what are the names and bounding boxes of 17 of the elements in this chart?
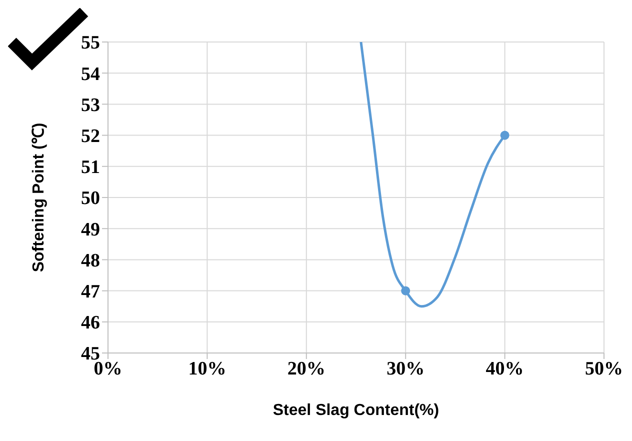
x-tick-label: 20% [287, 358, 326, 380]
x-tick-label: 50% [585, 358, 623, 380]
x-tick-label: 30% [386, 358, 425, 380]
y-tick-label: 49 [81, 219, 100, 240]
y-tick-label: 53 [81, 94, 100, 116]
x-tick-label: 40% [486, 358, 524, 380]
y-tick-label: 52 [81, 126, 100, 148]
y-tick-label: 54 [81, 64, 100, 85]
y-tick-label: 55 [81, 32, 100, 54]
y-tick-label: 48 [81, 250, 100, 272]
x-tick-label: 10% [188, 358, 226, 380]
y-tick-label: 47 [81, 282, 100, 303]
x-axis-title: Steel Slag Content(%) [272, 402, 440, 419]
y-tick-label: 51 [81, 157, 100, 178]
y-axis-title: Softening Point (℃) [30, 122, 48, 272]
y-tick-label: 46 [81, 312, 100, 334]
y-tick-label: 50 [81, 188, 100, 210]
